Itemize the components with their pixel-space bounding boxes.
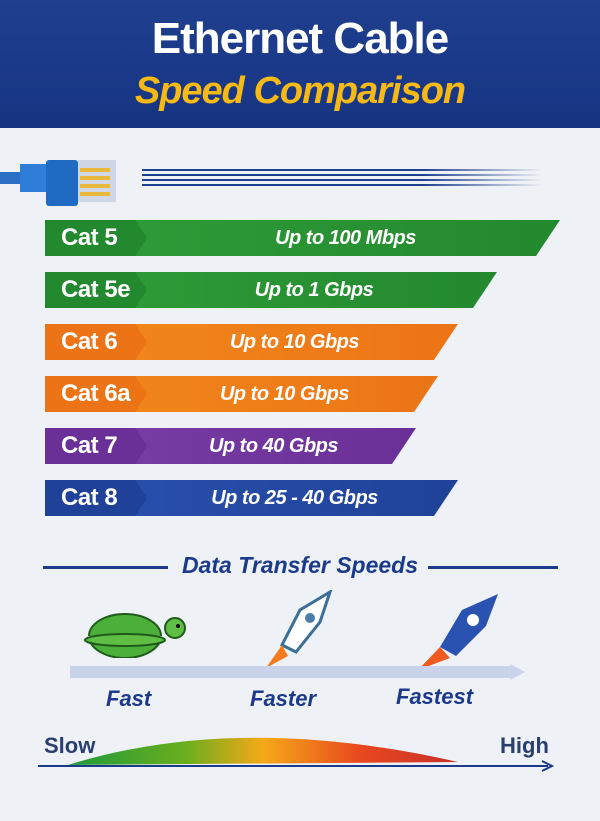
cable-category: Cat 5e	[45, 272, 147, 308]
cable-bar-cat8: Cat 8 Up to 25 - 40 Gbps	[45, 480, 458, 516]
progress-arrow-track	[70, 664, 525, 680]
cable-category: Cat 5	[45, 220, 147, 256]
cable-bar-cat5e: Cat 5e Up to 1 Gbps	[45, 272, 497, 308]
cable-bar-cat5: Cat 5 Up to 100 Mbps	[45, 220, 560, 256]
speed-label-fast: Fast	[106, 686, 152, 711]
ethernet-plug-icon	[0, 160, 542, 206]
cable-speed: Up to 10 Gbps	[229, 331, 360, 353]
cable-bar-cat6a: Cat 6a Up to 10 Gbps	[45, 376, 438, 412]
section-title: Data Transfer Speeds	[181, 552, 419, 578]
header: Ethernet Cable Speed Comparison	[0, 0, 600, 128]
subtitle: Speed Comparison	[134, 70, 466, 112]
turtle-icon	[84, 613, 186, 658]
cable-speed: Up to 10 Gbps	[219, 383, 350, 405]
cable-bar-cat6: Cat 6 Up to 10 Gbps	[45, 324, 458, 360]
cable-speed: Up to 25 - 40 Gbps	[211, 487, 378, 509]
cable-speed: Up to 1 Gbps	[254, 279, 374, 301]
scale-low-label: Slow	[44, 733, 96, 758]
divider-right	[428, 566, 558, 569]
speed-label-faster: Faster	[250, 686, 317, 711]
title: Ethernet Cable	[151, 14, 450, 63]
rocket-icon	[266, 590, 333, 668]
cable-category: Cat 6a	[45, 376, 147, 412]
cable-category: Cat 6	[45, 324, 147, 360]
fast-rocket-icon	[418, 594, 498, 670]
speed-label-fastest: Fastest	[396, 684, 474, 709]
scale-high-label: High	[500, 733, 549, 758]
cable-category: Cat 7	[45, 428, 147, 464]
cable-speed: Up to 40 Gbps	[208, 435, 339, 457]
cable-category: Cat 8	[45, 480, 147, 516]
cable-bar-cat7: Cat 7 Up to 40 Gbps	[45, 428, 416, 464]
divider-left	[43, 566, 168, 569]
speed-gauge	[38, 737, 555, 772]
cable-speed: Up to 100 Mbps	[275, 227, 416, 249]
